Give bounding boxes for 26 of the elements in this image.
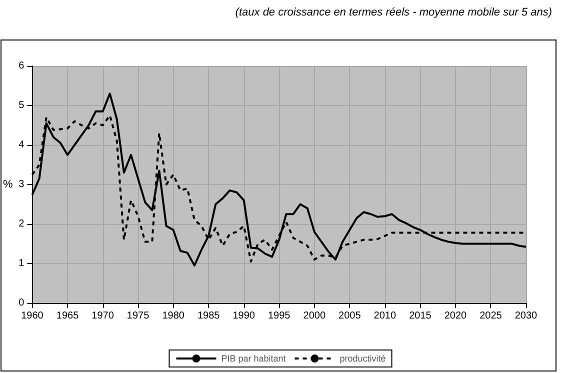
x-tick-label: 1965 <box>56 310 80 322</box>
x-tick-label: 2010 <box>374 310 396 322</box>
y-tick-label: 1 <box>18 258 25 269</box>
y-tick-label: 6 <box>18 60 25 72</box>
x-tick-label: 1960 <box>21 310 44 322</box>
x-tick-label: 1980 <box>162 310 185 322</box>
x-tick-label: 2005 <box>338 310 362 322</box>
x-tick-label: 1985 <box>197 310 220 322</box>
x-tick-label: 2030 <box>514 310 538 322</box>
x-tick-label: 2000 <box>303 310 326 322</box>
y-tick-label: 4 <box>18 140 25 150</box>
y-tick-label: 2 <box>18 218 25 230</box>
x-tick-label: 2020 <box>444 310 468 322</box>
chart-subtitle: (taux de croissance en termes réels - moyenne mobile sur 5 ans) <box>235 6 552 18</box>
y-axis-title: % <box>3 178 13 190</box>
y-tick-label: 0 <box>18 298 25 308</box>
x-tick-label: 2015 <box>409 310 432 322</box>
x-tick-label: 2025 <box>480 310 502 322</box>
legend-label: productivité <box>340 354 386 364</box>
x-tick-label: 1970 <box>92 310 114 322</box>
y-tick-label: 3 <box>18 179 25 190</box>
x-tick-label: 1975 <box>126 310 150 322</box>
legend-label: PIB par habitant <box>221 354 286 364</box>
y-tick-label: 5 <box>18 100 25 111</box>
x-tick-label: 1995 <box>268 310 291 322</box>
x-tick-label: 1990 <box>232 310 256 322</box>
